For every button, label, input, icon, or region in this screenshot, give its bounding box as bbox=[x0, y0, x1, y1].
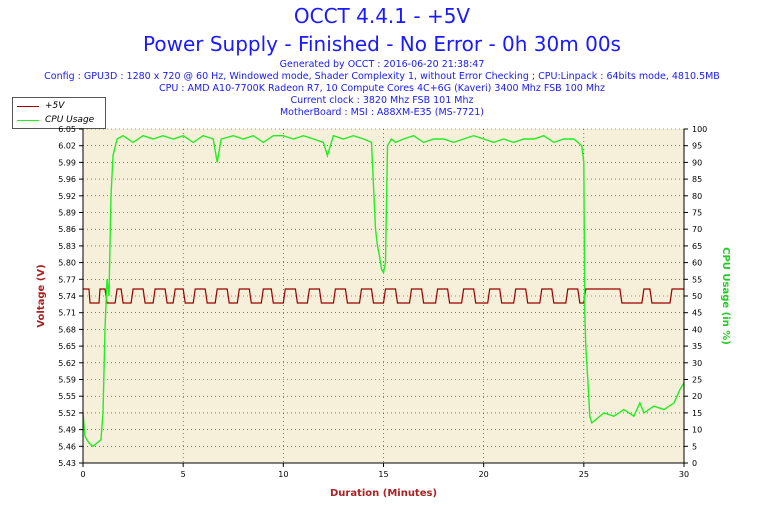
y-tick-label: 5.80 bbox=[58, 259, 76, 268]
y2-tick-label: 50 bbox=[692, 292, 702, 301]
y2-tick-label: 30 bbox=[692, 359, 702, 368]
series-line-voltage bbox=[83, 288, 684, 304]
y2-axis-label: CPU Usage (in %) bbox=[720, 247, 731, 345]
y2-tick-label: 25 bbox=[692, 376, 702, 385]
legend-label-voltage: +5V bbox=[45, 101, 65, 111]
clock-info: Current clock : 3820 Mhz FSB 101 Mhz bbox=[290, 95, 474, 106]
y-tick-label: 5.83 bbox=[58, 242, 76, 251]
generated-info: Generated by OCCT : 2016-06-20 21:38:47 bbox=[279, 59, 485, 70]
y-tick-label: 5.52 bbox=[58, 409, 76, 418]
cpu-info: CPU : AMD A10-7700K Radeon R7, 10 Comput… bbox=[158, 83, 606, 94]
chart-legend: +5V CPU Usage bbox=[12, 97, 106, 129]
y-tick-label: 5.68 bbox=[58, 325, 76, 334]
config-info: Config : GPU3D : 1280 x 720 @ 60 Hz, Win… bbox=[44, 71, 720, 82]
x-tick-label: 10 bbox=[278, 470, 288, 479]
x-tick-label: 30 bbox=[679, 470, 689, 479]
y2-tick-label: 60 bbox=[692, 259, 702, 268]
legend-swatch-voltage bbox=[17, 105, 39, 107]
legend-item-voltage: +5V bbox=[17, 100, 64, 112]
y2-tick-label: 10 bbox=[692, 426, 702, 435]
y-tick-label: 5.92 bbox=[58, 192, 76, 201]
x-tick-label: 5 bbox=[181, 470, 186, 479]
y-tick-label: 5.59 bbox=[58, 376, 76, 385]
x-tick-label: 25 bbox=[579, 470, 589, 479]
y2-tick-label: 85 bbox=[692, 175, 702, 184]
y2-tick-label: 5 bbox=[692, 442, 697, 451]
y2-tick-label: 45 bbox=[692, 309, 702, 318]
y2-tick-label: 15 bbox=[692, 409, 702, 418]
y-tick-label: 5.49 bbox=[58, 426, 76, 435]
y-tick-label: 6.02 bbox=[58, 142, 76, 151]
chart-subtitle: Power Supply - Finished - No Error - 0h … bbox=[143, 32, 621, 56]
y2-tick-label: 80 bbox=[692, 192, 702, 201]
y2-tick-label: 95 bbox=[692, 142, 702, 151]
y-tick-label: 6.05 bbox=[58, 125, 76, 134]
y-tick-label: 5.62 bbox=[58, 359, 76, 368]
y-tick-label: 5.89 bbox=[58, 209, 76, 218]
y-tick-label: 5.71 bbox=[58, 309, 76, 318]
y2-tick-label: 100 bbox=[692, 125, 707, 134]
chart-title: OCCT 4.4.1 - +5V bbox=[293, 4, 471, 28]
y2-tick-label: 40 bbox=[692, 325, 702, 334]
y-tick-label: 5.77 bbox=[58, 275, 76, 284]
x-axis-label: Duration (Minutes) bbox=[330, 488, 437, 499]
y-tick-label: 5.55 bbox=[58, 392, 76, 401]
y-tick-label: 5.99 bbox=[58, 158, 76, 167]
y-tick-label: 5.86 bbox=[58, 225, 76, 234]
x-tick-label: 20 bbox=[479, 470, 489, 479]
legend-item-cpu: CPU Usage bbox=[17, 114, 94, 126]
y2-tick-label: 65 bbox=[692, 242, 702, 251]
y2-tick-label: 0 bbox=[692, 459, 697, 468]
legend-swatch-cpu bbox=[17, 119, 39, 121]
series-line-cpu bbox=[82, 134, 685, 448]
y2-tick-label: 55 bbox=[692, 275, 702, 284]
x-tick-label: 15 bbox=[378, 470, 388, 479]
x-tick-label: 0 bbox=[80, 470, 85, 479]
y2-tick-label: 35 bbox=[692, 342, 702, 351]
y2-tick-label: 90 bbox=[692, 158, 702, 167]
y-tick-label: 5.96 bbox=[58, 175, 76, 184]
y-tick-label: 5.65 bbox=[58, 342, 76, 351]
y-tick-label: 5.46 bbox=[58, 442, 76, 451]
y-tick-label: 5.74 bbox=[58, 292, 76, 301]
y-axis-label: Voltage (V) bbox=[36, 264, 47, 327]
y2-tick-label: 75 bbox=[692, 209, 702, 218]
y-tick-label: 5.43 bbox=[58, 459, 76, 468]
y2-tick-label: 70 bbox=[692, 225, 702, 234]
y2-tick-label: 20 bbox=[692, 392, 702, 401]
motherboard-info: MotherBoard : MSI : A88XM-E35 (MS-7721) bbox=[279, 107, 484, 118]
legend-label-cpu: CPU Usage bbox=[45, 115, 95, 125]
